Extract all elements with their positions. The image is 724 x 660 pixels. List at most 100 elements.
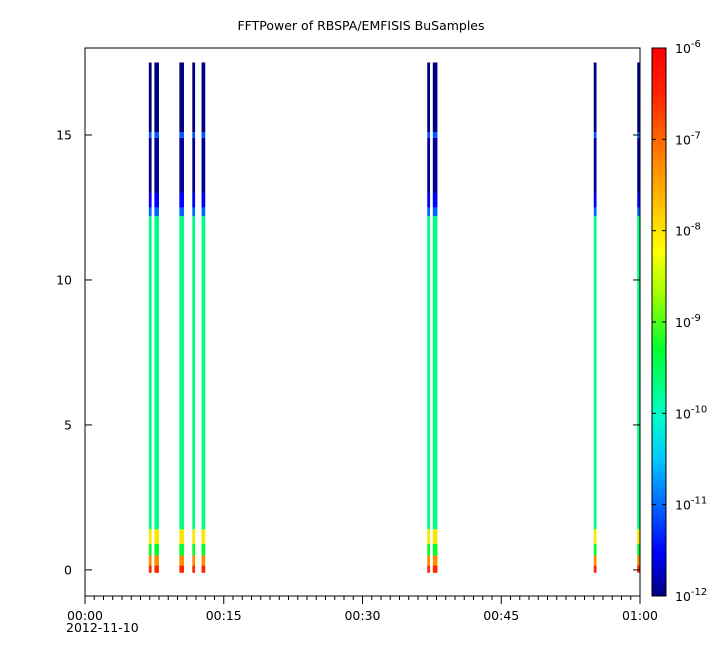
spectrum-cell (148, 132, 152, 138)
burst-column (593, 62, 597, 573)
x-tick-label: 00:00 (67, 608, 103, 623)
spectrum-cell (637, 565, 640, 573)
x-tick-label: 00:30 (344, 608, 380, 623)
spectrum-cell (154, 132, 159, 138)
spectrum-cell (427, 216, 431, 530)
spectrum-cell (148, 62, 152, 133)
spectrum-cell (637, 216, 640, 530)
spectrum-cell (192, 137, 196, 193)
spectrum-cell (593, 132, 597, 138)
spectrum-cell (148, 543, 152, 556)
spectrum-cell (192, 62, 196, 133)
spectrum-cell (201, 543, 206, 556)
y-axis: 0 5 10 15 (56, 127, 640, 577)
spectrum-cell (179, 216, 184, 530)
y-tick-label: 15 (56, 127, 72, 142)
y-tick-label: 10 (56, 272, 72, 287)
spectrum-cell (148, 137, 152, 193)
spectrum-cell (593, 62, 597, 133)
spectrum-cell (154, 62, 159, 133)
spectrum-cell (432, 137, 438, 193)
colorbar-tick-label: 10-10 (675, 404, 707, 421)
spectrum-cell (593, 207, 597, 217)
spectrum-cell (637, 192, 640, 208)
spectrum-cell (201, 62, 206, 133)
spectrum-cell (179, 543, 184, 556)
spectrum-cell (637, 555, 640, 566)
spectrum-cell (637, 529, 640, 544)
burst-layer (148, 62, 640, 573)
spectrum-cell (201, 555, 206, 566)
spectrum-cell (179, 565, 184, 573)
colorbar-tick-label: 10-9 (675, 313, 701, 330)
spectrum-cell (432, 529, 438, 544)
spectrum-cell (593, 216, 597, 530)
spectrum-cell (179, 132, 184, 138)
spectrum-cell (148, 192, 152, 208)
colorbar-tick-label: 10-6 (675, 39, 701, 56)
spectrum-cell (432, 565, 438, 573)
spectrum-cell (179, 529, 184, 544)
spectrum-cell (154, 555, 159, 566)
spectrum-cell (427, 192, 431, 208)
plot-frame (84, 47, 641, 597)
spectrum-cell (201, 207, 206, 217)
spectrum-cell (179, 137, 184, 193)
spectrum-cell (154, 529, 159, 544)
spectrum-cell (154, 216, 159, 530)
burst-column (179, 62, 184, 573)
spectrum-cell (427, 207, 431, 217)
spectrum-cell (593, 543, 597, 556)
spectrum-cell (432, 543, 438, 556)
spectrum-cell (201, 529, 206, 544)
spectrum-cell (593, 137, 597, 193)
burst-column (201, 62, 206, 573)
spectrum-cell (201, 137, 206, 193)
spectrum-cell (154, 207, 159, 217)
spectrum-cell (192, 529, 196, 544)
spectrum-cell (201, 565, 206, 573)
spectrum-cell (192, 207, 196, 217)
spectrum-cell (593, 555, 597, 566)
spectrum-cell (637, 543, 640, 556)
y-tick-label: 0 (64, 562, 72, 577)
spectrum-cell (192, 555, 196, 566)
spectrum-cell (427, 555, 431, 566)
spectrum-cell (432, 132, 438, 138)
spectrum-cell (148, 216, 152, 530)
burst-column (192, 62, 196, 573)
spectrum-cell (201, 216, 206, 530)
spectrum-cell (148, 555, 152, 566)
spectrum-cell (179, 192, 184, 208)
spectrum-cell (179, 555, 184, 566)
x-axis: 00:00 00:15 00:30 00:45 01:00 (67, 596, 658, 623)
colorbar-tick-label: 10-8 (675, 222, 701, 239)
burst-column (154, 62, 159, 573)
spectrum-cell (593, 529, 597, 544)
colorbar-axis: 10-12 10-11 10-10 10-9 10-8 10-7 10-6 (652, 39, 707, 604)
spectrum-cell (154, 543, 159, 556)
colorbar-tick-label: 10-12 (675, 587, 707, 604)
spectrum-cell (148, 207, 152, 217)
x-tick-label: 00:45 (483, 608, 519, 623)
spectrum-cell (637, 207, 640, 217)
spectrum-cell (432, 207, 438, 217)
y-tick-label: 5 (64, 417, 72, 432)
spectrum-cell (427, 62, 431, 133)
chart-title: FFTPower of RBSPA/EMFISIS BuSamples (237, 18, 484, 33)
spectrum-cell (432, 216, 438, 530)
spectrum-cell (427, 529, 431, 544)
spectrum-cell (179, 207, 184, 217)
spectrum-cell (637, 137, 640, 193)
spectrum-cell (432, 555, 438, 566)
spectrum-cell (192, 132, 196, 138)
burst-column (432, 62, 438, 573)
spectrum-cell (154, 192, 159, 208)
spectrum-cell (192, 192, 196, 208)
spectrum-cell (192, 216, 196, 530)
spectrum-cell (154, 565, 159, 573)
spectrum-cell (593, 192, 597, 208)
spectrum-cell (148, 529, 152, 544)
